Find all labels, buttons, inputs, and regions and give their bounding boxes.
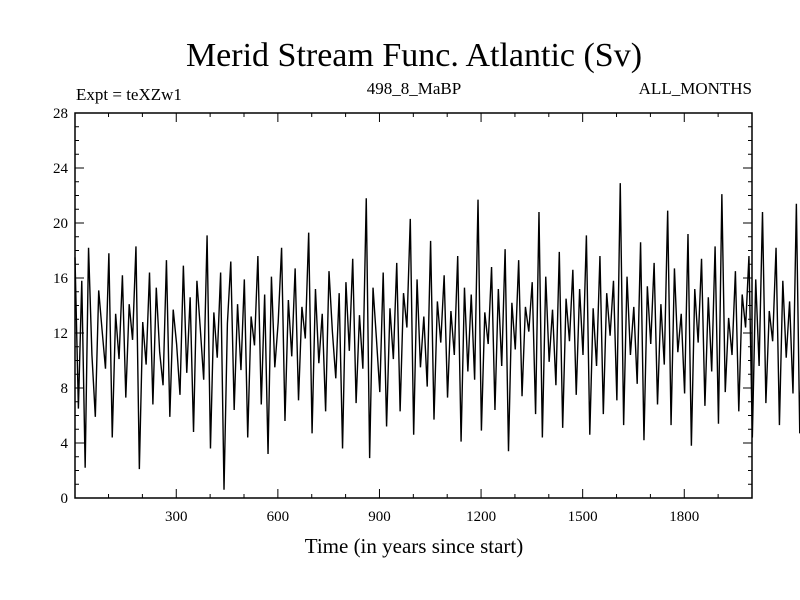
series-group [74,183,800,490]
chart-title: Merid Stream Func. Atlantic (Sv) [186,37,642,74]
run-label: 498_8_MaBP [367,79,461,98]
y-tick-label: 12 [53,326,68,342]
y-tick-label: 8 [61,381,69,397]
x-tick-label: 900 [368,509,391,525]
series-line-0 [74,183,800,490]
plot-frame [74,112,753,499]
x-tick-label: 1500 [568,509,598,525]
y-tick-label: 20 [53,216,68,232]
y-tick-label: 16 [53,271,69,287]
y-tick-label: 24 [53,161,69,177]
y-tick-label: 28 [53,106,68,122]
x-tick-label: 1200 [466,509,496,525]
y-tick-label: 4 [61,436,69,452]
months-label: ALL_MONTHS [639,79,752,98]
x-tick-label: 600 [267,509,290,525]
x-tick-label: 300 [165,509,188,525]
y-tick-label: 0 [61,491,69,507]
experiment-label: Expt = teXZw1 [76,85,182,104]
x-axis-label: Time (in years since start) [305,534,524,558]
x-tick-label: 1800 [669,509,699,525]
